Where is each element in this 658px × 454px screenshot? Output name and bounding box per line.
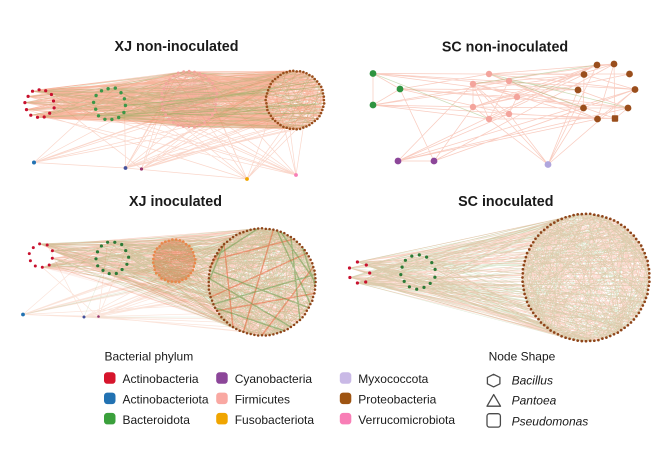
svg-text:Node Shape: Node Shape xyxy=(489,349,556,363)
svg-text:Pseudomonas: Pseudomonas xyxy=(512,414,589,428)
svg-text:Fusobacteriota: Fusobacteriota xyxy=(235,413,315,427)
svg-text:Cyanobacteria: Cyanobacteria xyxy=(235,372,313,386)
svg-text:Firmicutes: Firmicutes xyxy=(235,393,290,407)
svg-text:Verrucomicrobiota: Verrucomicrobiota xyxy=(358,413,455,427)
svg-text:Proteobacteria: Proteobacteria xyxy=(358,393,436,407)
svg-text:Pantoea: Pantoea xyxy=(512,394,557,408)
svg-text:SC non-inoculated: SC non-inoculated xyxy=(442,40,568,56)
svg-text:Bacterial phylum: Bacterial phylum xyxy=(105,349,194,363)
svg-text:Actinobacteria: Actinobacteria xyxy=(123,372,199,386)
svg-text:XJ non-inoculated: XJ non-inoculated xyxy=(115,39,239,55)
svg-text:SC inoculated: SC inoculated xyxy=(458,194,553,210)
svg-text:Myxococcota: Myxococcota xyxy=(358,372,428,386)
svg-text:Bacillus: Bacillus xyxy=(512,374,553,388)
svg-text:XJ inoculated: XJ inoculated xyxy=(129,194,222,210)
svg-text:Actinobacteriota: Actinobacteriota xyxy=(123,393,209,407)
svg-text:Bacteroidota: Bacteroidota xyxy=(123,413,191,427)
